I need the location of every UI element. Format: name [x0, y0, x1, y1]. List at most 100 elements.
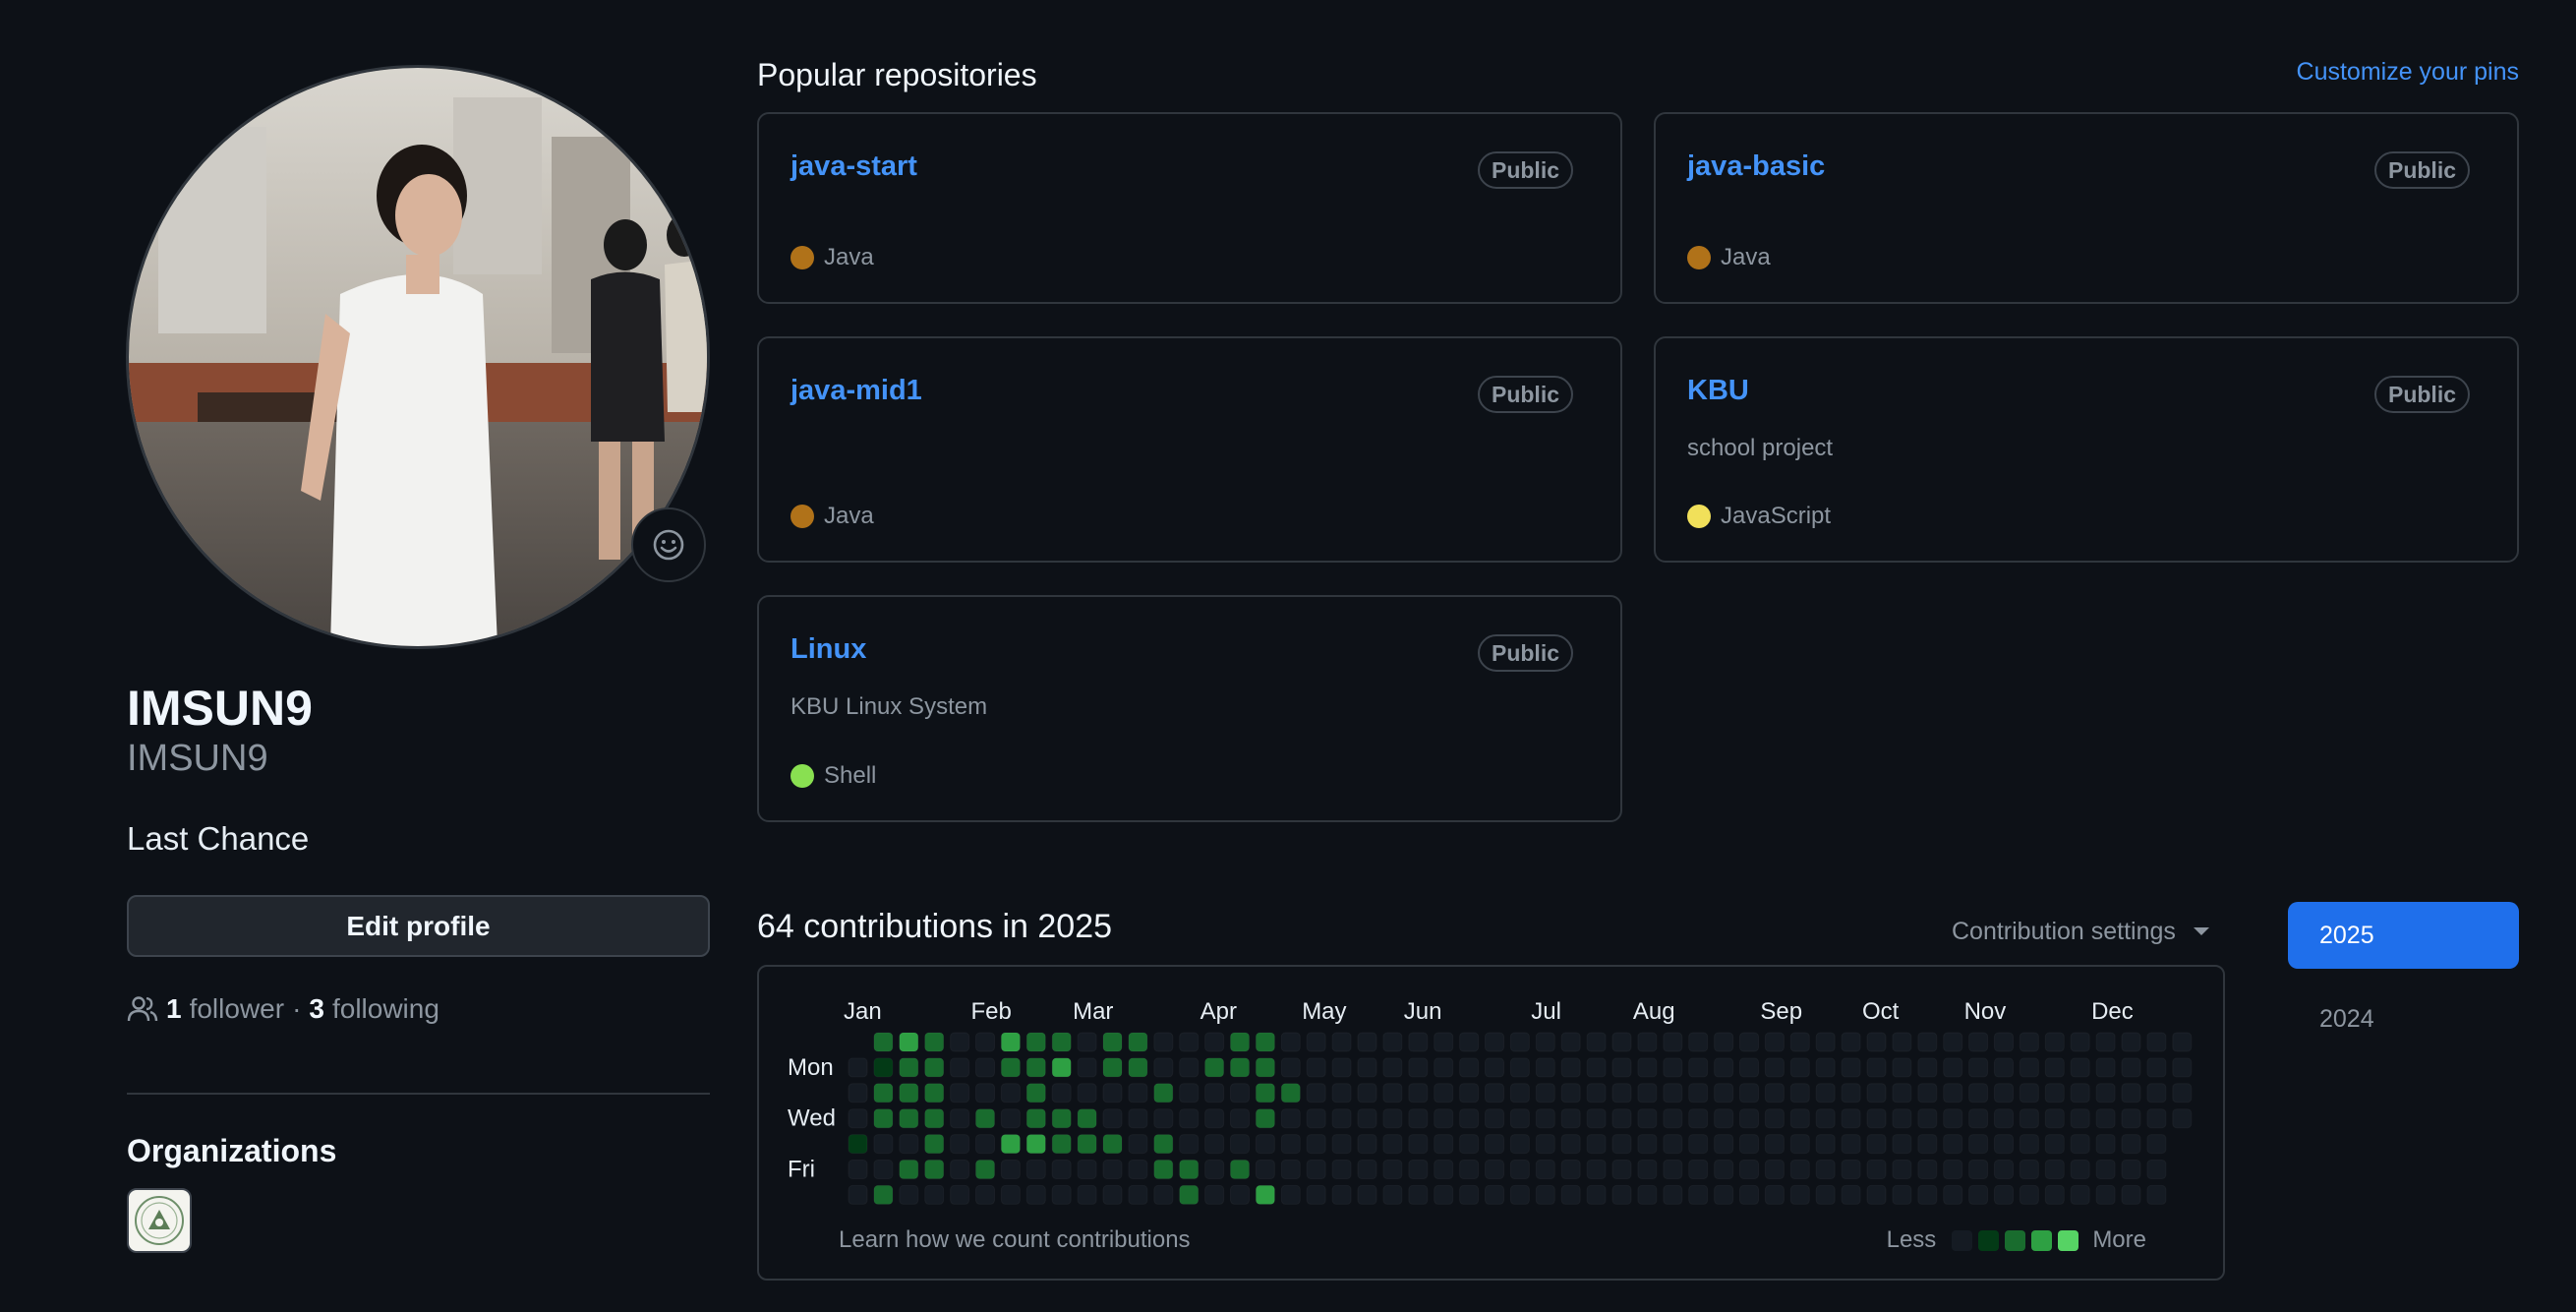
contribution-day-cell[interactable]	[1764, 1108, 1785, 1129]
contribution-day-cell[interactable]	[1306, 1184, 1326, 1205]
contribution-day-cell[interactable]	[1663, 1184, 1683, 1205]
contribution-day-cell[interactable]	[950, 1160, 970, 1179]
contribution-day-cell[interactable]	[1434, 1057, 1454, 1078]
contribution-day-cell[interactable]	[1866, 1134, 1887, 1155]
contribution-day-cell[interactable]	[1968, 1184, 1989, 1205]
contribution-day-cell[interactable]	[1077, 1108, 1097, 1129]
contribution-day-cell[interactable]	[1866, 1160, 1887, 1179]
contribution-day-cell[interactable]	[2095, 1134, 2116, 1155]
contribution-day-cell[interactable]	[1408, 1108, 1429, 1129]
contribution-day-cell[interactable]	[2172, 1057, 2193, 1078]
contribution-day-cell[interactable]	[873, 1184, 894, 1205]
contribution-day-cell[interactable]	[1994, 1160, 2014, 1179]
contribution-day-cell[interactable]	[899, 1057, 919, 1078]
set-status-button[interactable]	[631, 507, 706, 582]
contribution-day-cell[interactable]	[1815, 1032, 1836, 1052]
contribution-day-cell[interactable]	[1179, 1057, 1200, 1078]
contribution-day-cell[interactable]	[1357, 1057, 1377, 1078]
contribution-day-cell[interactable]	[1485, 1184, 1504, 1205]
contribution-day-cell[interactable]	[1586, 1083, 1607, 1103]
contribution-day-cell[interactable]	[2019, 1184, 2039, 1205]
contribution-day-cell[interactable]	[1000, 1108, 1021, 1129]
contribution-day-cell[interactable]	[1968, 1083, 1989, 1103]
contribution-day-cell[interactable]	[1204, 1134, 1225, 1155]
contribution-day-cell[interactable]	[1586, 1032, 1607, 1052]
contribution-day-cell[interactable]	[1892, 1057, 1912, 1078]
contribution-day-cell[interactable]	[1611, 1160, 1632, 1179]
contribution-day-cell[interactable]	[2172, 1083, 2193, 1103]
contribution-day-cell[interactable]	[1866, 1057, 1887, 1078]
contribution-day-cell[interactable]	[1841, 1134, 1861, 1155]
contribution-day-cell[interactable]	[1230, 1184, 1250, 1205]
repo-name-link[interactable]: Linux	[790, 633, 867, 665]
contribution-day-cell[interactable]	[1586, 1184, 1607, 1205]
contribution-day-cell[interactable]	[2146, 1057, 2167, 1078]
contribution-day-cell[interactable]	[1535, 1083, 1555, 1103]
contribution-day-cell[interactable]	[1789, 1134, 1810, 1155]
contribution-day-cell[interactable]	[1485, 1083, 1504, 1103]
contribution-day-cell[interactable]	[1535, 1134, 1555, 1155]
contribution-day-cell[interactable]	[1000, 1083, 1021, 1103]
contribution-day-cell[interactable]	[1434, 1108, 1454, 1129]
contribution-day-cell[interactable]	[1560, 1134, 1581, 1155]
contribution-day-cell[interactable]	[1739, 1108, 1759, 1129]
contribution-day-cell[interactable]	[924, 1083, 945, 1103]
contribution-day-cell[interactable]	[1306, 1057, 1326, 1078]
contribution-day-cell[interactable]	[1764, 1057, 1785, 1078]
contribution-day-cell[interactable]	[1917, 1057, 1938, 1078]
contribution-day-cell[interactable]	[1560, 1057, 1581, 1078]
contribution-day-cell[interactable]	[1331, 1184, 1352, 1205]
contribution-day-cell[interactable]	[1892, 1083, 1912, 1103]
contribution-day-cell[interactable]	[2146, 1184, 2167, 1205]
contribution-day-cell[interactable]	[2044, 1032, 2065, 1052]
contribution-day-cell[interactable]	[1994, 1134, 2014, 1155]
contribution-day-cell[interactable]	[1943, 1057, 1963, 1078]
year-button-2024[interactable]: 2024	[2319, 1004, 2374, 1033]
contribution-day-cell[interactable]	[950, 1057, 970, 1078]
contribution-day-cell[interactable]	[2121, 1184, 2141, 1205]
contribution-day-cell[interactable]	[1051, 1032, 1072, 1052]
contribution-day-cell[interactable]	[1535, 1032, 1555, 1052]
contribution-day-cell[interactable]	[1000, 1057, 1021, 1078]
contribution-day-cell[interactable]	[1637, 1108, 1658, 1129]
contribution-day-cell[interactable]	[975, 1083, 995, 1103]
contribution-day-cell[interactable]	[924, 1134, 945, 1155]
contribution-day-cell[interactable]	[1509, 1057, 1530, 1078]
contribution-day-cell[interactable]	[1204, 1057, 1225, 1078]
contribution-day-cell[interactable]	[1230, 1057, 1250, 1078]
contribution-day-cell[interactable]	[950, 1184, 970, 1205]
contribution-day-cell[interactable]	[1331, 1083, 1352, 1103]
contribution-day-cell[interactable]	[1128, 1160, 1148, 1179]
contribution-day-cell[interactable]	[899, 1083, 919, 1103]
contribution-day-cell[interactable]	[1357, 1032, 1377, 1052]
contribution-day-cell[interactable]	[1382, 1032, 1403, 1052]
repo-name-link[interactable]: java-start	[790, 150, 917, 182]
contribution-day-cell[interactable]	[1586, 1057, 1607, 1078]
contribution-day-cell[interactable]	[2146, 1160, 2167, 1179]
contribution-day-cell[interactable]	[1789, 1160, 1810, 1179]
contribution-day-cell[interactable]	[2019, 1160, 2039, 1179]
contribution-day-cell[interactable]	[1637, 1032, 1658, 1052]
contribution-day-cell[interactable]	[1051, 1184, 1072, 1205]
contribution-day-cell[interactable]	[2019, 1032, 2039, 1052]
contribution-day-cell[interactable]	[1357, 1083, 1377, 1103]
contribution-day-cell[interactable]	[1025, 1160, 1046, 1179]
contribution-day-cell[interactable]	[1789, 1032, 1810, 1052]
contribution-day-cell[interactable]	[2070, 1057, 2090, 1078]
contribution-day-cell[interactable]	[899, 1184, 919, 1205]
contribution-day-cell[interactable]	[1102, 1032, 1123, 1052]
contribution-day-cell[interactable]	[1714, 1134, 1734, 1155]
contribution-day-cell[interactable]	[1586, 1134, 1607, 1155]
contribution-day-cell[interactable]	[1917, 1184, 1938, 1205]
contribution-day-cell[interactable]	[1637, 1083, 1658, 1103]
contribution-day-cell[interactable]	[1637, 1184, 1658, 1205]
contribution-day-cell[interactable]	[1230, 1134, 1250, 1155]
contribution-day-cell[interactable]	[1714, 1083, 1734, 1103]
contribution-day-cell[interactable]	[1688, 1108, 1709, 1129]
contribution-day-cell[interactable]	[1739, 1160, 1759, 1179]
contribution-day-cell[interactable]	[1841, 1083, 1861, 1103]
contribution-day-cell[interactable]	[1434, 1160, 1454, 1179]
contribution-day-cell[interactable]	[975, 1134, 995, 1155]
contribution-day-cell[interactable]	[1204, 1083, 1225, 1103]
contribution-day-cell[interactable]	[1025, 1057, 1046, 1078]
